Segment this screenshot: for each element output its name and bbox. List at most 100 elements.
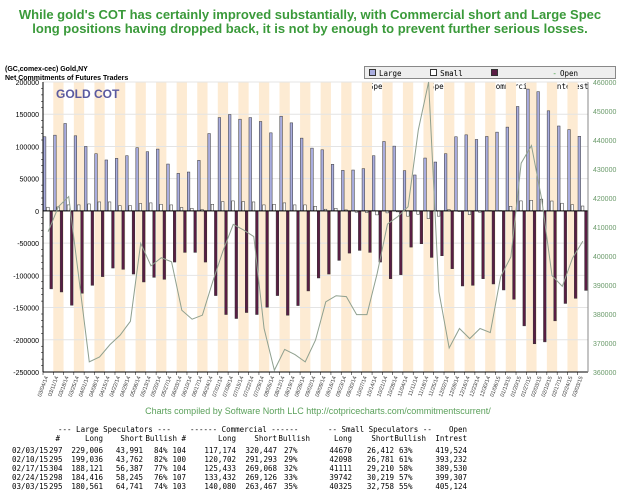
small-spec-bar xyxy=(529,200,533,212)
table-cell: 82% xyxy=(154,455,168,464)
week-stripe xyxy=(258,82,270,372)
small-spec-bar xyxy=(180,207,184,212)
commercial-bar xyxy=(430,210,434,258)
commercial-bar xyxy=(584,210,588,291)
large-spec-bar xyxy=(351,169,355,212)
large-spec-bar xyxy=(238,118,242,212)
left-tick-label: -50000 xyxy=(17,241,39,248)
large-spec-bar xyxy=(84,146,88,212)
group-header: -- Small Speculators -- xyxy=(328,425,432,434)
commercial-bar xyxy=(121,210,125,270)
table-cell: 57% xyxy=(399,473,413,482)
table-cell: 29,210 xyxy=(366,464,394,473)
group-header: --- Large Speculators --- xyxy=(58,425,171,434)
week-stripe xyxy=(485,82,496,372)
table-cell: 02/24/15 xyxy=(12,473,49,482)
large-spec-bar xyxy=(63,123,67,212)
commercial-bar xyxy=(440,210,444,256)
commercial-bar xyxy=(491,210,495,285)
table-cell: 58% xyxy=(399,464,413,473)
table-cell: 32,758 xyxy=(366,482,394,491)
small-spec-bar xyxy=(210,204,214,212)
table-cell: 297 xyxy=(49,446,63,455)
right-tick-label: 430000 xyxy=(593,167,616,174)
commercial-bar xyxy=(101,210,105,277)
group-header: ------ Commercial ------ xyxy=(190,425,299,434)
large-spec-swatch-icon xyxy=(369,69,376,76)
left-tick-label: 150000 xyxy=(16,112,39,119)
large-spec-bar xyxy=(145,151,149,212)
table-cell: 44670 xyxy=(329,446,352,455)
large-spec-bar xyxy=(207,133,211,212)
large-spec-bar xyxy=(413,174,417,212)
week-stripe xyxy=(135,82,146,372)
small-spec-bar xyxy=(241,201,245,212)
left-tick-label: 50000 xyxy=(20,177,40,184)
commercial-bar xyxy=(502,210,506,291)
week-stripe xyxy=(217,82,229,372)
large-spec-bar xyxy=(341,170,345,212)
small-spec-bar xyxy=(252,201,256,212)
week-stripe xyxy=(320,82,331,372)
week-stripe xyxy=(114,82,126,372)
large-spec-bar xyxy=(474,139,479,212)
table-cell: 295 xyxy=(49,482,63,491)
small-spec-bar xyxy=(138,203,142,212)
small-spec-swatch-icon xyxy=(430,69,438,76)
table-cell: 55% xyxy=(399,482,413,491)
week-stripe xyxy=(382,82,393,372)
table-cell: 02/03/15 xyxy=(12,446,49,455)
large-spec-bar xyxy=(228,114,232,212)
small-spec-bar xyxy=(293,204,297,212)
commercial-bar xyxy=(419,210,423,245)
right-tick-label: 380000 xyxy=(593,312,616,319)
week-stripe xyxy=(464,82,475,372)
large-spec-bar xyxy=(310,147,314,212)
commercial-bar xyxy=(152,210,156,278)
week-stripe xyxy=(444,82,455,372)
commercial-bar xyxy=(59,210,64,293)
large-spec-bar xyxy=(94,153,98,212)
small-spec-bar xyxy=(313,205,317,212)
table-cell: 42098 xyxy=(329,455,352,464)
table-cell: 184,416 xyxy=(71,473,103,482)
large-spec-bar xyxy=(402,170,407,212)
chart-watermark: GOLD COT xyxy=(56,87,120,101)
large-spec-bar xyxy=(289,122,293,212)
small-spec-bar xyxy=(46,206,50,212)
table-cell: 77% xyxy=(154,464,168,473)
cot-table: --- Large Speculators --- ------ Commerci… xyxy=(0,425,620,491)
large-spec-bar xyxy=(454,136,458,212)
week-stripe xyxy=(361,82,373,372)
small-spec-bar xyxy=(118,205,122,212)
table-cell: 107 xyxy=(172,473,186,482)
column-header: Long xyxy=(333,434,352,443)
left-tick-label: -250000 xyxy=(13,370,39,377)
table-cell: 188,121 xyxy=(71,464,103,473)
small-spec-bar xyxy=(272,204,276,212)
commercial-bar xyxy=(460,210,465,287)
line-swatch-icon: - xyxy=(552,69,557,78)
table-cell: 298 xyxy=(49,473,63,482)
commercial-bar xyxy=(173,210,177,263)
table-cell: 43,991 xyxy=(115,446,143,455)
right-tick-label: 440000 xyxy=(593,138,616,145)
small-spec-bar xyxy=(262,204,266,212)
week-stripe xyxy=(505,82,517,372)
small-spec-bar xyxy=(560,202,564,212)
table-cell: 393,232 xyxy=(435,455,467,464)
table-cell: 133,432 xyxy=(204,473,236,482)
commercial-bar xyxy=(183,210,187,253)
commercial-bar xyxy=(317,210,321,279)
table-cell: 43,762 xyxy=(115,455,143,464)
large-spec-bar xyxy=(320,149,324,212)
small-spec-bar xyxy=(581,205,585,212)
table-cell: 180,561 xyxy=(71,482,103,491)
large-spec-bar xyxy=(279,115,283,212)
large-spec-bar xyxy=(248,117,252,212)
small-spec-bar xyxy=(406,210,410,217)
commercial-bar xyxy=(522,210,526,327)
large-spec-bar xyxy=(73,135,77,212)
table-cell: 41111 xyxy=(329,464,352,473)
table-cell: 199,036 xyxy=(71,455,103,464)
